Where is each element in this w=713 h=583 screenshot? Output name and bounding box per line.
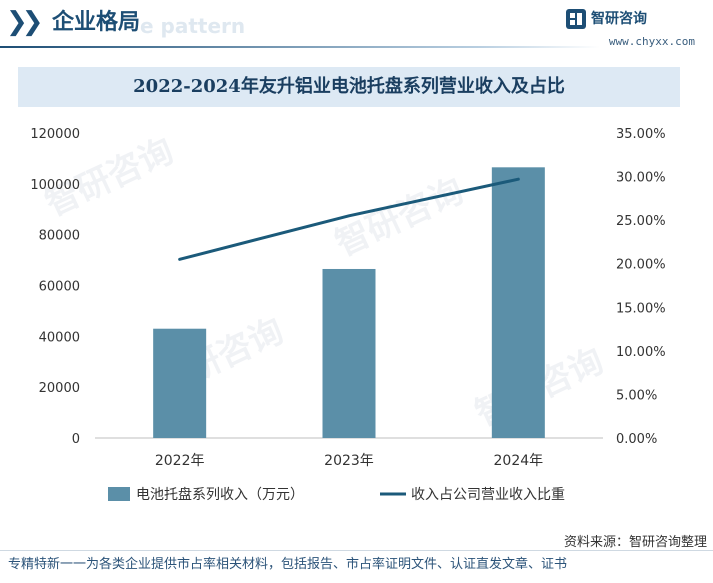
page-header: ❯❯ 企业格局 e pattern 智研咨询 www.chyxx.com: [0, 0, 713, 50]
y-left-tick-label: 20000: [39, 381, 80, 396]
bar: [491, 167, 545, 438]
footer-note: 专精特新一一为各类企业提供市占率相关材料，包括报告、市占率证明文件、认证直发文章…: [8, 557, 568, 572]
y-right-tick-label: 30.00%: [616, 171, 666, 186]
y-right-tick-label: 20.00%: [616, 258, 666, 273]
y-right-tick-label: 35.00%: [616, 127, 666, 142]
brand-url: www.chyxx.com: [608, 35, 695, 48]
y-right-tick-label: 0.00%: [616, 432, 657, 447]
x-tick-label: 2023年: [324, 453, 374, 469]
header-divider: [0, 46, 600, 48]
section-subtitle-ghost: e pattern: [140, 14, 246, 38]
source-note: 资料来源：智研咨询整理: [563, 535, 707, 551]
double-chevron-icon: ❯❯: [6, 7, 43, 37]
section-title: 企业格局: [52, 10, 141, 35]
y-left-tick-label: 80000: [39, 229, 80, 244]
y-left-tick-label: 40000: [39, 330, 80, 345]
bar: [153, 328, 207, 438]
y-left-tick-label: 0: [72, 432, 80, 447]
y-left-tick-label: 100000: [30, 178, 80, 193]
y-left-tick-label: 60000: [39, 280, 80, 295]
y-left-tick-label: 120000: [30, 127, 80, 142]
brand: 智研咨询 www.chyxx.com: [565, 8, 695, 52]
legend-swatch-bar: [108, 487, 130, 501]
legend-label: 收入占公司营业收入比重: [411, 487, 565, 503]
chart-title: 2022-2024年友升铝业电池托盘系列营业收入及占比: [133, 76, 565, 97]
brand-logo-icon: [566, 9, 586, 29]
series-line: [178, 177, 520, 261]
y-right-tick-label: 25.00%: [616, 214, 666, 229]
brand-name: 智研咨询: [591, 11, 647, 27]
x-tick-label: 2022年: [155, 453, 205, 469]
y-right-tick-label: 10.00%: [616, 345, 666, 360]
legend-label: 电池托盘系列收入（万元）: [136, 486, 304, 503]
x-tick-label: 2024年: [494, 453, 544, 469]
bar: [322, 268, 376, 438]
footer-divider: [0, 550, 713, 551]
y-right-tick-label: 5.00%: [616, 388, 657, 403]
chart-title-bar: 2022-2024年友升铝业电池托盘系列营业收入及占比: [18, 67, 680, 107]
y-right-tick-label: 15.00%: [616, 301, 666, 316]
